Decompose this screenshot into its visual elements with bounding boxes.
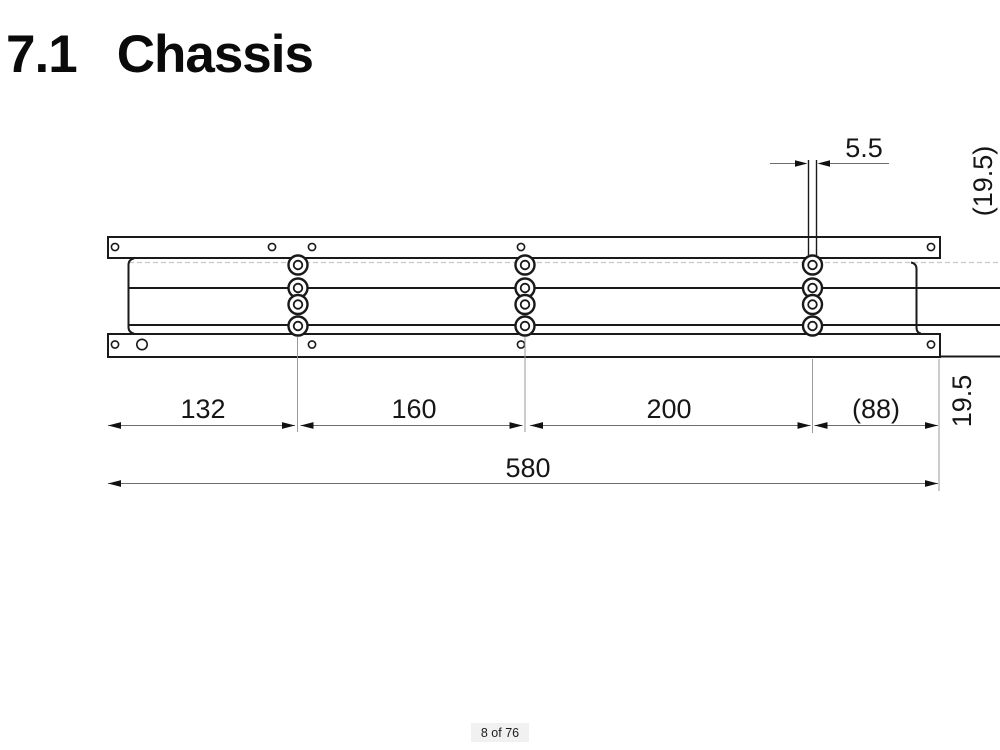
- arrowhead: [797, 422, 811, 429]
- flange-hole: [110, 242, 120, 252]
- dimension-label: 200: [646, 394, 691, 424]
- section-title: Chassis: [116, 25, 314, 84]
- web-hole-inner: [519, 320, 531, 332]
- extension-lines: [297, 337, 940, 491]
- arrowhead: [300, 422, 314, 429]
- section-heading: 7.1 Chassis: [6, 25, 314, 84]
- dimension-label: 160: [391, 394, 436, 424]
- flange-hole: [307, 340, 317, 349]
- flange-hole: [926, 340, 936, 349]
- web-hole-inner: [807, 299, 818, 310]
- web-hole-column-3: [801, 254, 824, 337]
- dimension-label: 132: [180, 394, 225, 424]
- slot-lines: [807, 160, 818, 255]
- dimension-slot-width: 5.5: [770, 133, 889, 167]
- arrowhead: [509, 422, 523, 429]
- flange-hole-medium: [136, 338, 149, 351]
- flange-hole: [110, 340, 120, 349]
- web-hole-column-1: [287, 254, 309, 337]
- web-hole-inner: [807, 320, 818, 332]
- dimension-label: 5.5: [845, 133, 883, 163]
- arrowhead: [530, 422, 543, 429]
- left-web-step: [127, 257, 135, 335]
- flange-hole: [516, 242, 526, 252]
- arrowhead: [795, 160, 808, 167]
- page-indicator: 8 of 76: [471, 723, 529, 742]
- arrowheads: [108, 422, 938, 429]
- web-hole-inner: [292, 299, 304, 310]
- flange-hole: [926, 242, 936, 252]
- dimension-label-rotated-bottom: 19.5: [947, 375, 977, 428]
- web-hole-inner: [807, 259, 818, 271]
- web-hole-column-2: [514, 254, 536, 337]
- section-number: 7.1: [6, 25, 78, 84]
- arrowhead: [925, 480, 938, 487]
- web-hole-inner: [292, 259, 304, 271]
- arrowhead: [108, 480, 121, 487]
- web-hole-inner: [807, 282, 818, 294]
- flange-hole: [307, 242, 317, 252]
- web-hole-inner: [519, 282, 531, 294]
- page-indicator-text: 8 of 76: [480, 725, 520, 740]
- dimension-label-rotated-top: (19.5): [968, 146, 998, 217]
- rail-outline: [107, 236, 1000, 358]
- web-hole-inner: [519, 259, 531, 271]
- flange-hole: [267, 242, 277, 252]
- right-web-step: [910, 261, 922, 335]
- web-hole-inner: [519, 299, 531, 310]
- web-hole-inner: [292, 320, 304, 332]
- web-hole-inner: [292, 282, 304, 294]
- dimension-label: 580: [505, 453, 550, 483]
- arrowhead: [925, 422, 938, 429]
- web-holes: [287, 254, 824, 337]
- arrowhead: [282, 422, 295, 429]
- dimension-row-segments: 132 160 200 (88): [108, 394, 938, 429]
- flange-hole: [516, 340, 526, 349]
- arrowhead: [817, 160, 830, 167]
- dimension-label: (88): [852, 394, 900, 424]
- dimension-overall: 580: [108, 453, 938, 487]
- arrowhead: [814, 422, 828, 429]
- arrowhead: [108, 422, 121, 429]
- flange-holes: [110, 242, 936, 351]
